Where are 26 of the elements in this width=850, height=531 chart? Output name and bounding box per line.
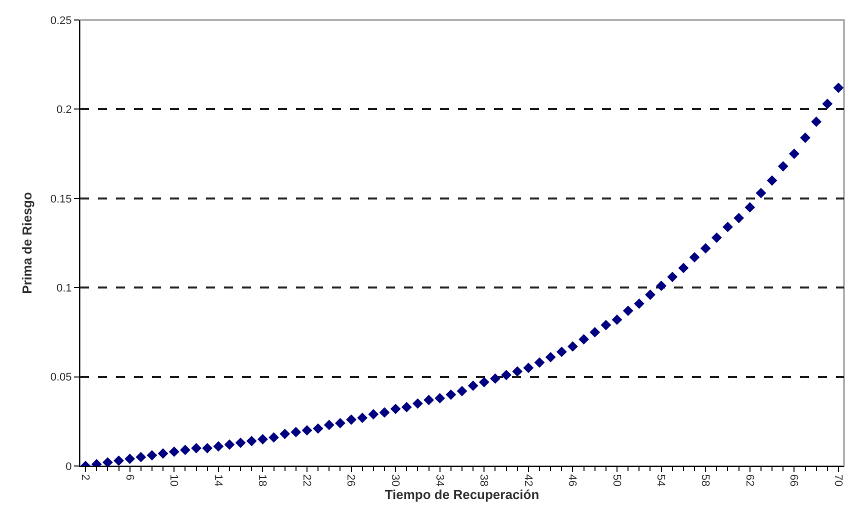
x-tick-label: 62	[743, 474, 756, 486]
x-axis-title: Tiempo de Recuperación	[384, 487, 540, 502]
x-tick-label: 66	[788, 474, 800, 486]
x-tick-label: 50	[610, 474, 622, 486]
x-tick-label: 26	[344, 474, 357, 486]
x-tick-label: 2	[78, 474, 91, 480]
x-tick-label: 58	[699, 474, 712, 486]
x-tick-label: 30	[388, 474, 401, 486]
y-tick-label: 0.1	[56, 282, 72, 294]
x-tick-label: 54	[654, 474, 667, 486]
y-tick-label: 0.15	[50, 193, 72, 206]
x-tick-label: 22	[300, 474, 312, 486]
x-tick-label: 10	[168, 474, 180, 486]
x-tick-label: 70	[832, 474, 844, 486]
y-tick-label: 0.25	[50, 14, 72, 27]
y-tick-label: 0	[66, 460, 72, 473]
x-tick-label: 18	[256, 474, 268, 486]
x-tick-label: 34	[433, 474, 446, 486]
y-tick-label: 0.2	[56, 104, 72, 116]
x-tick-label: 38	[478, 474, 490, 486]
x-tick-label: 46	[566, 474, 578, 486]
y-axis-title: Prima de Riesgo	[19, 192, 34, 294]
x-tick-label: 14	[212, 474, 224, 486]
x-tick-label: 6	[123, 474, 136, 480]
y-tick-label: 0.05	[50, 372, 72, 384]
x-tick-label: 42	[522, 474, 534, 486]
